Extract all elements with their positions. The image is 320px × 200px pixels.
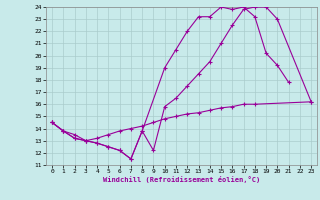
X-axis label: Windchill (Refroidissement éolien,°C): Windchill (Refroidissement éolien,°C) xyxy=(103,176,260,183)
